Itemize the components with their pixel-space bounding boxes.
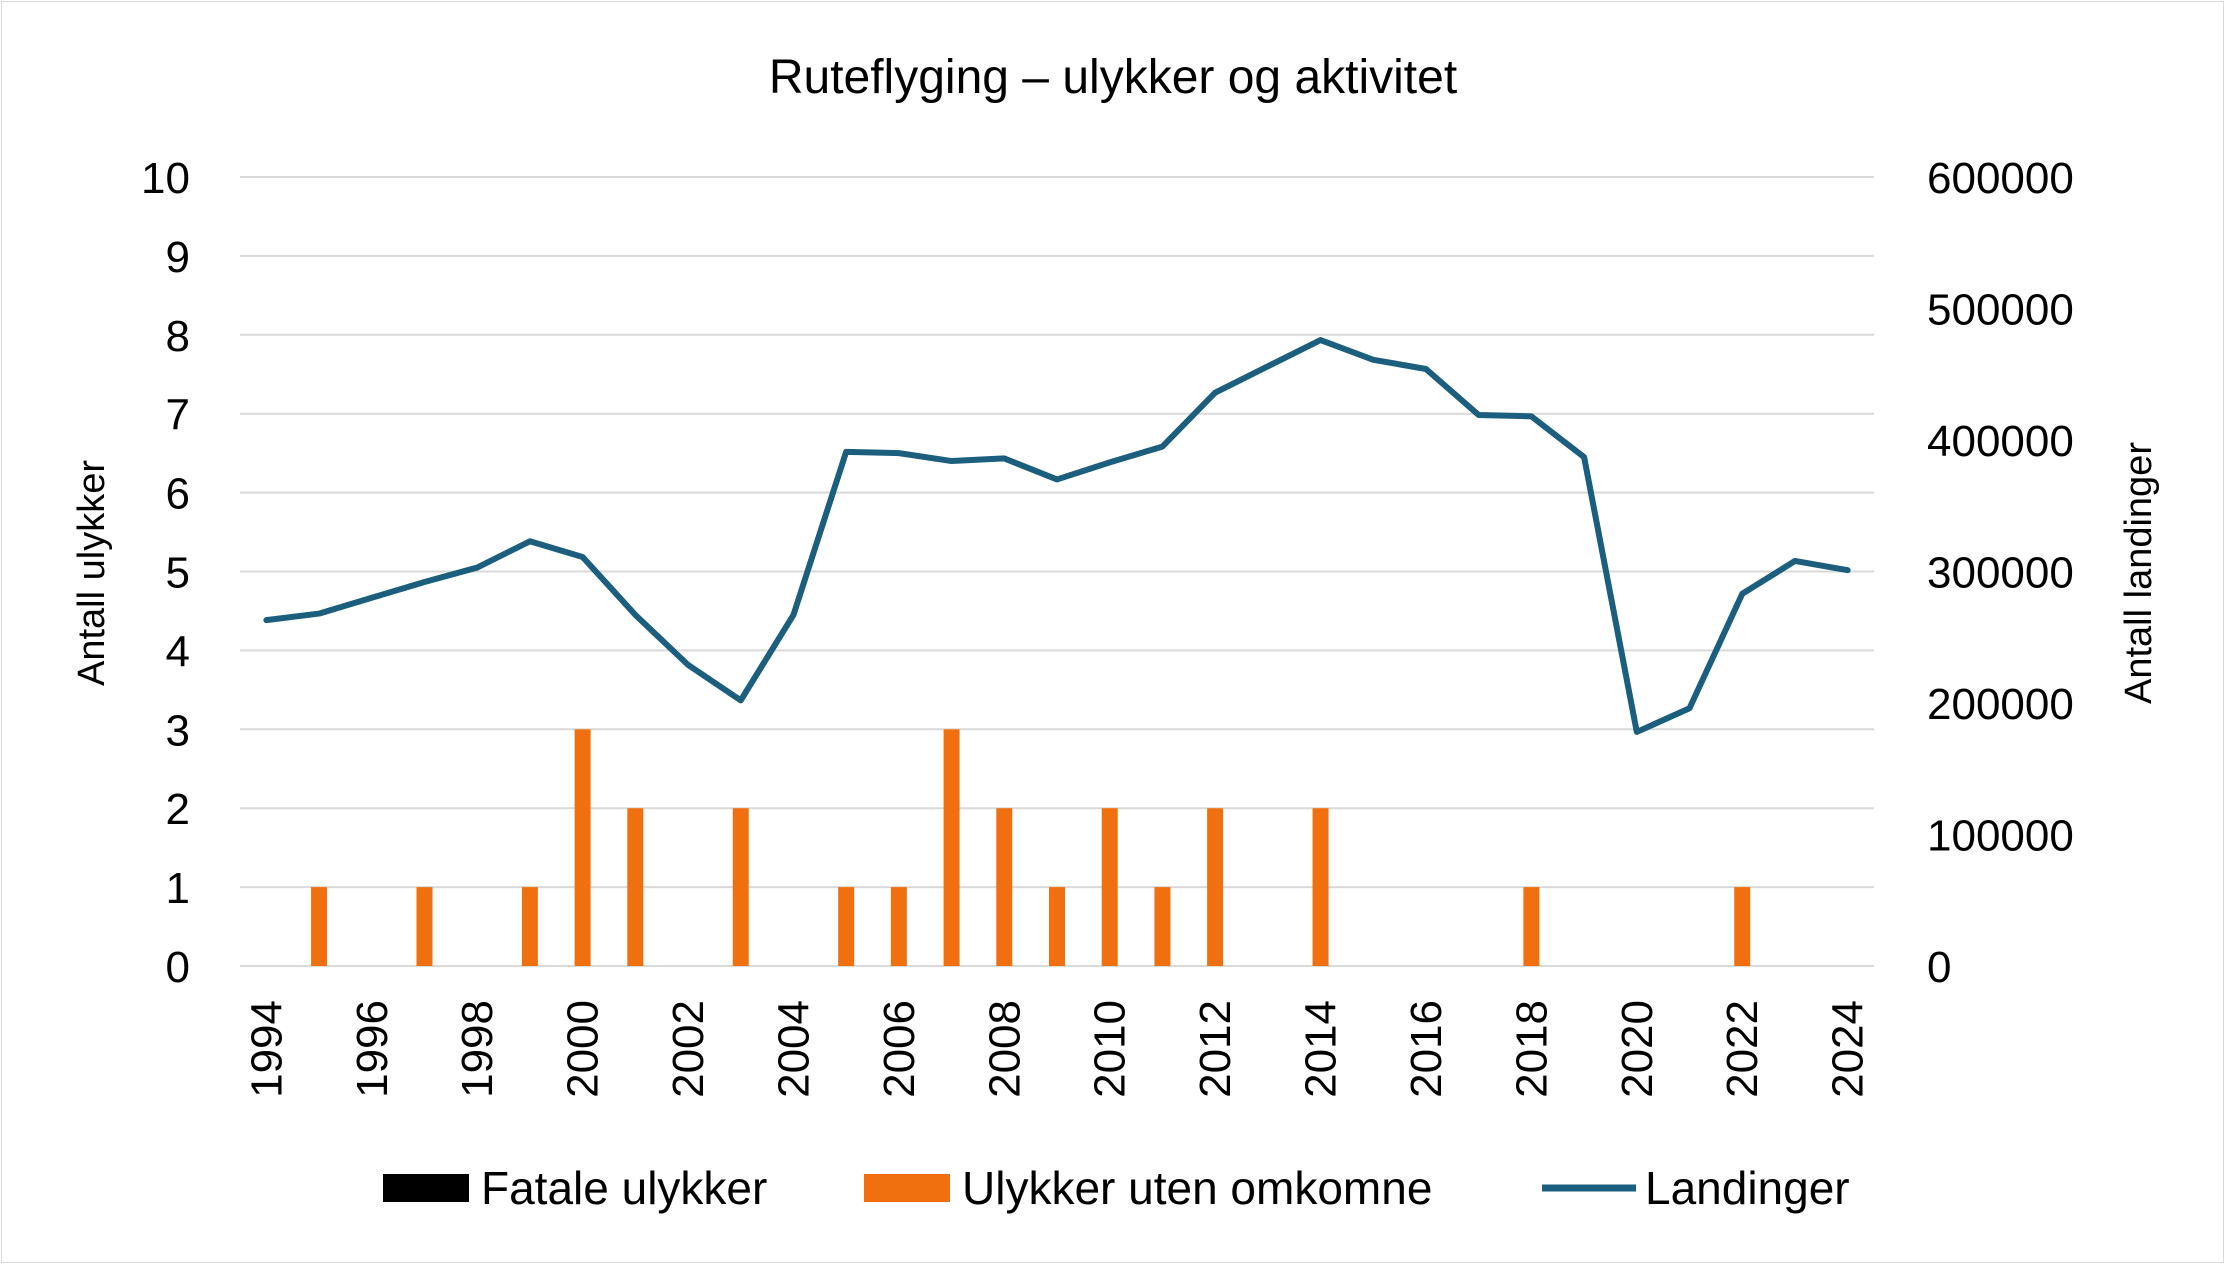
bar: [1312, 808, 1329, 966]
y-tick-label: 0: [166, 943, 190, 992]
bar: [838, 887, 855, 966]
right-axis-ticks: 0 100000 200000 300000 400000 500000 600000: [1927, 154, 2074, 992]
x-tick-label: 2006: [875, 1000, 924, 1098]
bar: [890, 887, 907, 966]
bar-series: [311, 729, 1751, 966]
bar: [943, 729, 960, 966]
y-axis-label: Antall ulykker: [71, 460, 113, 686]
x-tick-label: 2008: [980, 1000, 1029, 1098]
x-tick-label: 2002: [664, 1000, 713, 1098]
x-tick-label: 1998: [453, 1000, 502, 1098]
x-tick-label: 1994: [242, 1000, 291, 1098]
bar: [311, 887, 328, 966]
bar: [1154, 887, 1171, 966]
x-tick-label: 2012: [1191, 1000, 1240, 1098]
bar: [521, 887, 538, 966]
y-tick-label: 6: [166, 470, 190, 519]
x-tick-label: 2022: [1718, 1000, 1767, 1098]
legend-label-landinger: Landinger: [1645, 1162, 1850, 1214]
y2-tick-label: 300000: [1927, 549, 2074, 598]
bar: [1101, 808, 1118, 966]
x-tick-label: 2000: [559, 1000, 608, 1098]
bar: [1049, 887, 1065, 966]
y2-axis-label: Antall landinger: [2118, 442, 2160, 704]
x-tick-label: 2004: [769, 1000, 818, 1098]
bar: [1734, 887, 1751, 966]
x-tick-label: 1996: [348, 1000, 397, 1098]
gridlines: [240, 176, 1874, 967]
y-tick-label: 7: [166, 391, 190, 440]
legend-label-fatale: Fatale ulykker: [481, 1162, 767, 1214]
y-tick-label: 3: [166, 706, 190, 755]
x-tick-label: 2020: [1613, 1000, 1662, 1098]
y2-tick-label: 400000: [1927, 417, 2074, 466]
y-tick-label: 1: [166, 864, 190, 913]
x-tick-label: 2016: [1402, 1000, 1451, 1098]
x-tick-label: 2010: [1086, 1000, 1135, 1098]
x-axis-ticks: 1994 1996 1998 2000 2002 2004 2006 2008 2010 2012…: [242, 1000, 1872, 1098]
y-tick-label: 10: [141, 154, 190, 203]
left-axis-ticks: 0 1 2 3 4 5 6 7 8 9 10: [141, 154, 190, 992]
legend: Fatale ulykker Ulykker uten omkomne Land…: [383, 1162, 1850, 1214]
y2-tick-label: 200000: [1927, 680, 2074, 729]
line-series: [263, 337, 1851, 735]
x-tick-label: 2024: [1824, 1000, 1873, 1098]
bar: [1523, 887, 1540, 966]
legend-swatch-ulykker: [864, 1174, 950, 1202]
y-tick-label: 4: [166, 627, 190, 676]
legend-label-ulykker: Ulykker uten omkomne: [962, 1162, 1432, 1214]
x-tick-label: 2014: [1297, 1000, 1346, 1098]
y2-tick-label: 100000: [1927, 812, 2074, 861]
bar: [1207, 808, 1224, 966]
legend-swatch-fatale: [383, 1174, 469, 1202]
y2-tick-label: 500000: [1927, 286, 2074, 335]
x-tick-label: 2018: [1507, 1000, 1556, 1098]
y-tick-label: 8: [166, 312, 190, 361]
chart-title: Ruteflyging – ulykker og aktivitet: [769, 51, 1457, 104]
y-tick-label: 2: [166, 785, 190, 834]
bar: [416, 887, 433, 966]
bar: [996, 808, 1013, 966]
y2-tick-label: 0: [1927, 943, 1951, 992]
bar: [574, 729, 591, 966]
y-tick-label: 5: [166, 549, 190, 598]
y2-tick-label: 600000: [1927, 154, 2074, 203]
bar: [627, 808, 644, 966]
bar: [732, 808, 749, 966]
y-tick-label: 9: [166, 233, 190, 282]
landinger-line: [263, 337, 1851, 735]
